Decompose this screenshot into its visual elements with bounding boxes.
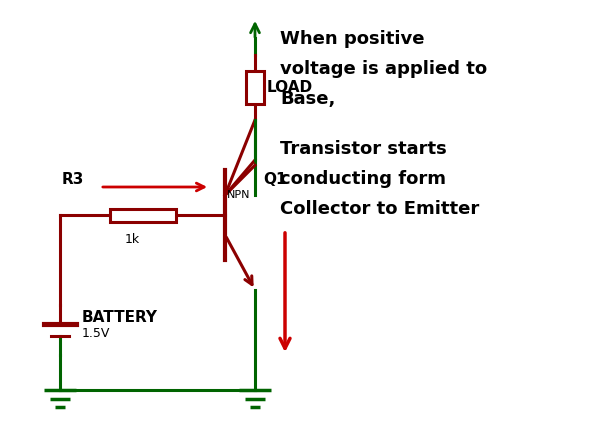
Text: R3: R3 bbox=[62, 172, 85, 187]
Text: Transistor starts: Transistor starts bbox=[280, 140, 447, 158]
Text: voltage is applied to: voltage is applied to bbox=[280, 60, 487, 78]
Text: NPN: NPN bbox=[227, 190, 251, 200]
Bar bbox=[110, 209, 176, 222]
Text: Q1: Q1 bbox=[263, 172, 287, 187]
Text: Collector to Emitter: Collector to Emitter bbox=[280, 200, 479, 218]
Text: BATTERY: BATTERY bbox=[82, 310, 158, 325]
Text: When positive: When positive bbox=[280, 30, 425, 48]
Text: LOAD: LOAD bbox=[267, 80, 313, 95]
Text: 1k: 1k bbox=[125, 233, 140, 246]
Text: 1.5V: 1.5V bbox=[82, 327, 110, 340]
Bar bbox=[246, 71, 264, 104]
Text: Base,: Base, bbox=[280, 90, 335, 108]
Text: conducting form: conducting form bbox=[280, 170, 446, 188]
